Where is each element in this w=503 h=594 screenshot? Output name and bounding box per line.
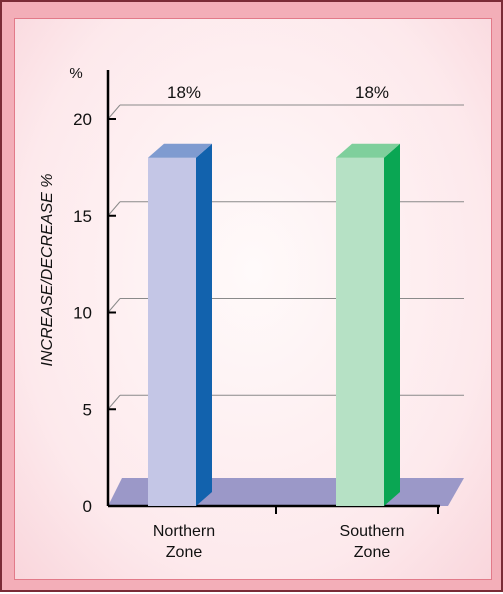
x-tick-label: Zone: [166, 544, 203, 561]
bar: [148, 157, 196, 506]
y-unit-label: %: [69, 65, 82, 82]
y-tick-label: 5: [83, 400, 92, 419]
y-tick-label: 10: [73, 304, 92, 323]
data-label: 18%: [167, 83, 201, 102]
x-tick-label: Southern: [340, 523, 405, 540]
y-axis-title: INCREASE/DECREASE %: [39, 174, 56, 367]
bar-top: [336, 143, 400, 158]
gridline-diagonal: [107, 201, 121, 217]
x-tick-label: Zone: [354, 544, 391, 561]
y-tick-label: 0: [83, 497, 92, 516]
bar: [336, 157, 384, 506]
y-tick-label: 15: [73, 207, 92, 226]
x-tick-label: Northern: [153, 523, 215, 540]
gridline-diagonal: [107, 104, 121, 120]
gridline-diagonal: [107, 298, 121, 313]
bar-side: [196, 143, 212, 506]
gridline-diagonal: [107, 394, 121, 410]
data-label: 18%: [355, 83, 389, 102]
bar-top: [148, 143, 212, 158]
y-tick-label: 20: [73, 110, 92, 129]
bar-side: [384, 143, 400, 506]
